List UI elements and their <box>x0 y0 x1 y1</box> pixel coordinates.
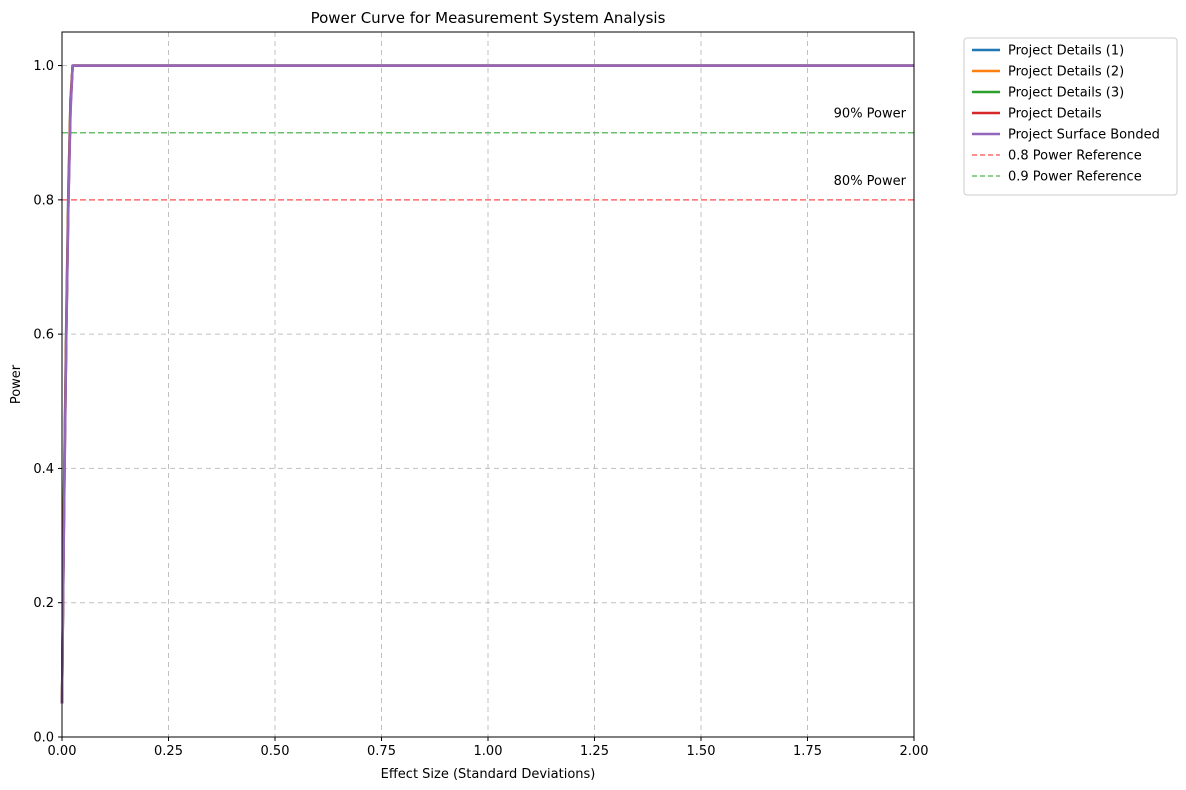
legend-label: Project Details (1) <box>1008 44 1124 59</box>
x-tick-label: 1.25 <box>580 744 609 759</box>
x-tick-label: 0.50 <box>261 744 290 759</box>
legend-label: Project Details <box>1008 107 1102 122</box>
y-tick-label: 0.6 <box>33 328 54 343</box>
chart-title: Power Curve for Measurement System Analy… <box>311 9 666 27</box>
x-tick-label: 0.25 <box>154 744 183 759</box>
y-axis-label: Power <box>9 364 24 404</box>
x-tick-label: 1.50 <box>687 744 716 759</box>
y-tick-label: 0.8 <box>33 193 54 208</box>
series-lines <box>60 64 914 704</box>
x-axis-label: Effect Size (Standard Deviations) <box>381 767 596 782</box>
y-tick-label: 0.2 <box>33 596 54 611</box>
legend-label: Project Details (3) <box>1008 86 1124 101</box>
reference-lines <box>62 131 914 201</box>
x-tick-label: 2.00 <box>900 744 929 759</box>
y-tick-label: 0.4 <box>33 462 54 477</box>
legend-label: 0.9 Power Reference <box>1008 170 1142 185</box>
x-tick-label: 0.00 <box>48 744 77 759</box>
y-tick-label: 0.0 <box>33 731 54 746</box>
y-tick-label: 1.0 <box>33 59 54 74</box>
x-tick-label: 1.00 <box>474 744 503 759</box>
axis-ticks: 0.00 0.25 0.50 0.75 1.00 1.25 1.50 1.75 2.00 0.0 0… <box>33 59 928 759</box>
x-tick-label: 0.75 <box>367 744 396 759</box>
annotations: 80% Power 90% Power <box>834 107 907 189</box>
x-tick-label: 1.75 <box>793 744 822 759</box>
legend-box <box>963 37 1178 196</box>
reference-annotation: 80% Power <box>834 174 907 189</box>
reference-annotation: 90% Power <box>834 107 907 122</box>
legend: Project Details (1) Project Details (2) Pr… <box>963 37 1178 196</box>
legend-label: Project Surface Bonded <box>1008 128 1160 143</box>
legend-label: 0.8 Power Reference <box>1008 149 1142 164</box>
legend-label: Project Details (2) <box>1008 65 1124 80</box>
series-line <box>60 64 914 704</box>
